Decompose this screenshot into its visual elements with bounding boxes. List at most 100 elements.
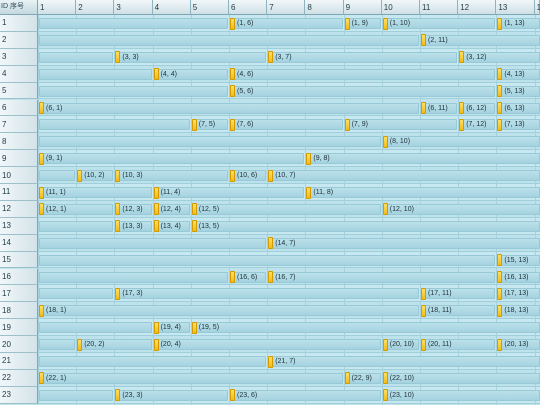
duration-bar[interactable] bbox=[39, 372, 343, 384]
event-marker[interactable]: (7, 13) bbox=[497, 118, 525, 132]
event-marker[interactable]: (18, 11) bbox=[421, 304, 452, 318]
column-header[interactable]: 6 bbox=[229, 0, 268, 15]
duration-bar[interactable] bbox=[230, 389, 381, 401]
duration-bar[interactable] bbox=[39, 170, 76, 182]
column-header[interactable]: 7 bbox=[267, 0, 306, 15]
event-marker[interactable]: (6, 1) bbox=[39, 101, 62, 115]
event-marker[interactable]: (10, 2) bbox=[77, 169, 104, 183]
row-header[interactable]: 12 bbox=[0, 200, 38, 218]
duration-bar[interactable] bbox=[497, 254, 540, 266]
row-header[interactable]: 15 bbox=[0, 251, 38, 269]
duration-bar[interactable] bbox=[153, 187, 305, 198]
duration-bar[interactable] bbox=[268, 356, 540, 367]
duration-bar[interactable] bbox=[39, 271, 228, 283]
event-marker[interactable]: (15, 13) bbox=[497, 253, 529, 267]
duration-bar[interactable] bbox=[230, 119, 343, 131]
duration-bar[interactable] bbox=[153, 220, 190, 232]
row-header[interactable]: 10 bbox=[0, 167, 38, 184]
event-marker[interactable]: (2, 11) bbox=[421, 33, 448, 47]
column-header[interactable]: 12 bbox=[458, 0, 497, 15]
event-marker[interactable]: (6, 13) bbox=[497, 101, 525, 115]
event-marker[interactable]: (14, 7) bbox=[268, 236, 295, 250]
duration-bar[interactable] bbox=[153, 339, 381, 351]
row-header[interactable]: 8 bbox=[0, 133, 38, 151]
duration-bar[interactable] bbox=[191, 322, 540, 334]
event-marker[interactable]: (16, 13) bbox=[497, 270, 529, 284]
event-marker[interactable]: (17, 11) bbox=[421, 287, 452, 301]
duration-bar[interactable] bbox=[459, 51, 540, 63]
duration-bar[interactable] bbox=[39, 254, 496, 266]
duration-bar[interactable] bbox=[421, 34, 540, 46]
event-marker[interactable]: (17, 3) bbox=[115, 287, 143, 301]
duration-bar[interactable] bbox=[191, 119, 228, 131]
event-marker[interactable]: (10, 7) bbox=[268, 169, 295, 183]
duration-bar[interactable] bbox=[115, 389, 228, 401]
duration-bar[interactable] bbox=[39, 237, 267, 249]
duration-bar[interactable] bbox=[268, 271, 496, 283]
duration-bar[interactable] bbox=[39, 136, 381, 148]
event-marker[interactable]: (18, 1) bbox=[39, 304, 66, 318]
event-marker[interactable]: (16, 6) bbox=[230, 270, 257, 284]
duration-bar[interactable] bbox=[39, 339, 76, 351]
row-header[interactable]: 22 bbox=[0, 369, 38, 387]
column-header[interactable]: 10 bbox=[381, 0, 420, 15]
duration-bar[interactable] bbox=[39, 34, 419, 46]
event-marker[interactable]: (4, 13) bbox=[497, 67, 525, 81]
event-marker[interactable]: (13, 5) bbox=[191, 219, 219, 233]
column-header[interactable]: 3 bbox=[114, 0, 153, 15]
duration-bar[interactable] bbox=[39, 187, 152, 198]
event-marker[interactable]: (22, 1) bbox=[39, 371, 66, 385]
duration-bar[interactable] bbox=[191, 203, 381, 215]
row-header[interactable]: 9 bbox=[0, 150, 38, 168]
column-header[interactable]: 1 bbox=[38, 0, 77, 15]
duration-bar[interactable] bbox=[421, 305, 496, 317]
column-header[interactable]: 11 bbox=[420, 0, 459, 15]
event-marker[interactable]: (1, 9) bbox=[344, 17, 368, 31]
duration-bar[interactable] bbox=[39, 389, 114, 401]
duration-bar[interactable] bbox=[344, 372, 381, 384]
event-marker[interactable]: (4, 4) bbox=[153, 67, 177, 81]
row-header[interactable]: 16 bbox=[0, 268, 38, 286]
row-header[interactable]: 19 bbox=[0, 319, 38, 337]
event-marker[interactable]: (13, 4) bbox=[153, 219, 181, 233]
duration-bar[interactable] bbox=[39, 68, 152, 80]
event-marker[interactable]: (9, 8) bbox=[306, 152, 330, 166]
duration-bar[interactable] bbox=[382, 389, 540, 401]
event-marker[interactable]: (8, 10) bbox=[382, 135, 410, 149]
duration-bar[interactable] bbox=[191, 220, 540, 232]
duration-bar[interactable] bbox=[115, 203, 152, 215]
event-marker[interactable]: (22, 9) bbox=[344, 371, 372, 385]
event-marker[interactable]: (20, 13) bbox=[497, 338, 529, 352]
duration-bar[interactable] bbox=[344, 18, 381, 29]
event-marker[interactable]: (16, 7) bbox=[268, 270, 295, 284]
duration-bar[interactable] bbox=[230, 18, 343, 29]
row-header[interactable]: 23 bbox=[0, 386, 38, 404]
duration-bar[interactable] bbox=[39, 85, 228, 97]
event-marker[interactable]: (12, 1) bbox=[39, 202, 66, 216]
event-marker[interactable]: (11, 8) bbox=[306, 186, 333, 200]
column-header[interactable]: 2 bbox=[76, 0, 115, 15]
duration-bar[interactable] bbox=[39, 102, 419, 114]
duration-bar[interactable] bbox=[497, 68, 540, 80]
duration-bar[interactable] bbox=[497, 305, 540, 317]
duration-bar[interactable] bbox=[268, 51, 458, 63]
duration-bar[interactable] bbox=[39, 288, 114, 300]
event-marker[interactable]: (12, 3) bbox=[115, 202, 143, 216]
duration-bar[interactable] bbox=[39, 153, 305, 165]
duration-bar[interactable] bbox=[115, 170, 228, 182]
duration-bar[interactable] bbox=[230, 271, 267, 283]
row-header[interactable]: 6 bbox=[0, 99, 38, 117]
event-marker[interactable]: (6, 12) bbox=[459, 101, 486, 115]
duration-bar[interactable] bbox=[153, 322, 190, 334]
event-marker[interactable]: (23, 6) bbox=[230, 388, 257, 402]
duration-bar[interactable] bbox=[497, 288, 540, 300]
event-marker[interactable]: (10, 6) bbox=[230, 169, 257, 183]
event-marker[interactable]: (7, 9) bbox=[344, 118, 368, 132]
duration-bar[interactable] bbox=[344, 119, 458, 131]
column-header[interactable]: 4 bbox=[152, 0, 191, 15]
event-marker[interactable]: (6, 11) bbox=[421, 101, 448, 115]
duration-bar[interactable] bbox=[497, 339, 540, 351]
event-marker[interactable]: (7, 6) bbox=[230, 118, 253, 132]
event-marker[interactable]: (5, 6) bbox=[230, 84, 253, 98]
event-marker[interactable]: (4, 6) bbox=[230, 67, 253, 81]
